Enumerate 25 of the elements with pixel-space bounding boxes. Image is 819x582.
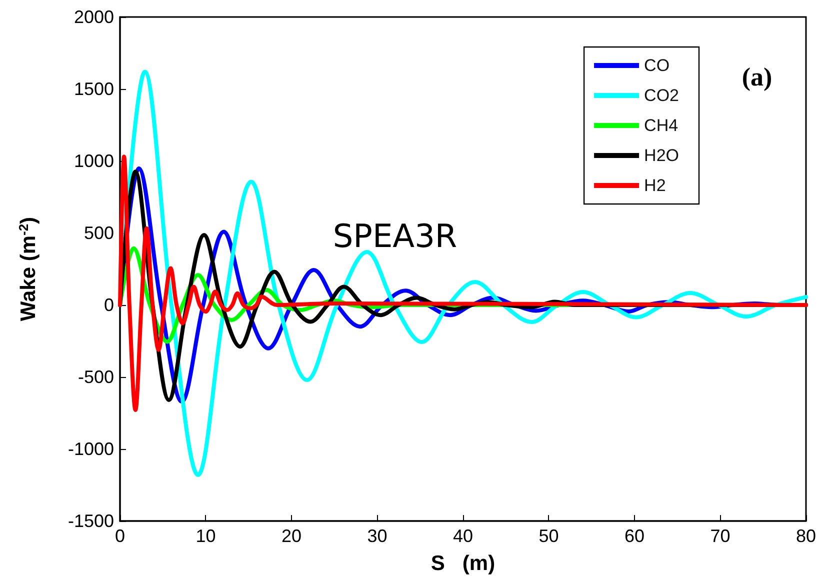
y-tick-label: -1000 xyxy=(68,439,114,459)
y-axis-title: Wake (m-2) xyxy=(16,216,40,322)
y-tick-label: 0 xyxy=(104,295,114,315)
x-tick-label: 50 xyxy=(538,526,559,546)
x-axis-title: S (m) xyxy=(430,552,496,575)
x-tick-label: 20 xyxy=(281,526,302,546)
x-tick-label: 60 xyxy=(624,526,645,546)
legend-label: H2O xyxy=(644,146,680,165)
annotation: (a) xyxy=(742,62,772,92)
annotation: SPEA3R xyxy=(332,217,458,255)
x-tick-label: 10 xyxy=(196,526,216,546)
legend-label: H2 xyxy=(644,176,666,195)
y-tick-label: 1000 xyxy=(74,151,114,171)
y-tick-label: 2000 xyxy=(74,7,114,27)
y-tick-label: -1500 xyxy=(68,511,114,531)
y-tick-label: 1500 xyxy=(74,79,114,99)
x-tick-label: 30 xyxy=(367,526,388,546)
y-tick-label: -500 xyxy=(78,367,114,387)
legend-label: CO xyxy=(644,56,670,75)
y-tick-label: 500 xyxy=(84,223,114,243)
legend-label: CO2 xyxy=(644,86,680,105)
x-tick-label: 70 xyxy=(710,526,730,546)
legend-label: CH4 xyxy=(644,116,678,135)
x-tick-label: 80 xyxy=(796,526,816,546)
x-tick-label: 40 xyxy=(452,526,474,546)
